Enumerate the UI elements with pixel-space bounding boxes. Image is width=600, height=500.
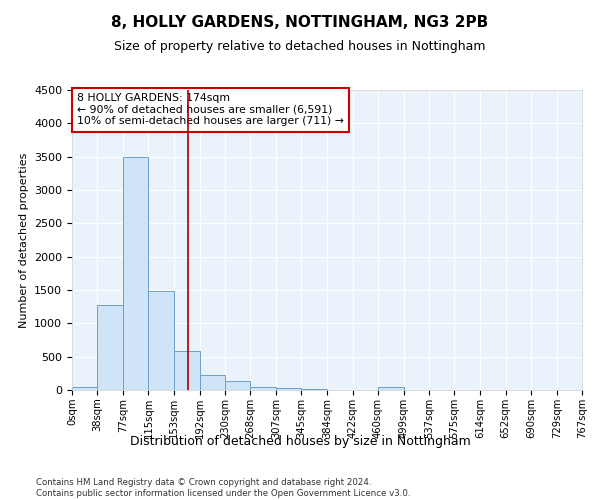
- Bar: [97, 304, 123, 390]
- Bar: [250, 386, 276, 390]
- Bar: [72, 386, 97, 390]
- Bar: [123, 156, 148, 390]
- Text: 8, HOLLY GARDENS, NOTTINGHAM, NG3 2PB: 8, HOLLY GARDENS, NOTTINGHAM, NG3 2PB: [112, 15, 488, 30]
- Text: Contains HM Land Registry data © Crown copyright and database right 2024.
Contai: Contains HM Land Registry data © Crown c…: [36, 478, 410, 498]
- Bar: [276, 388, 301, 390]
- Bar: [225, 382, 250, 390]
- Text: Size of property relative to detached houses in Nottingham: Size of property relative to detached ho…: [114, 40, 486, 53]
- Bar: [200, 374, 225, 390]
- Y-axis label: Number of detached properties: Number of detached properties: [19, 152, 29, 328]
- Text: 8 HOLLY GARDENS: 174sqm
← 90% of detached houses are smaller (6,591)
10% of semi: 8 HOLLY GARDENS: 174sqm ← 90% of detache…: [77, 93, 344, 126]
- Text: Distribution of detached houses by size in Nottingham: Distribution of detached houses by size …: [130, 435, 470, 448]
- Bar: [174, 352, 200, 390]
- Bar: [378, 386, 404, 390]
- Bar: [148, 292, 174, 390]
- Bar: [301, 388, 328, 390]
